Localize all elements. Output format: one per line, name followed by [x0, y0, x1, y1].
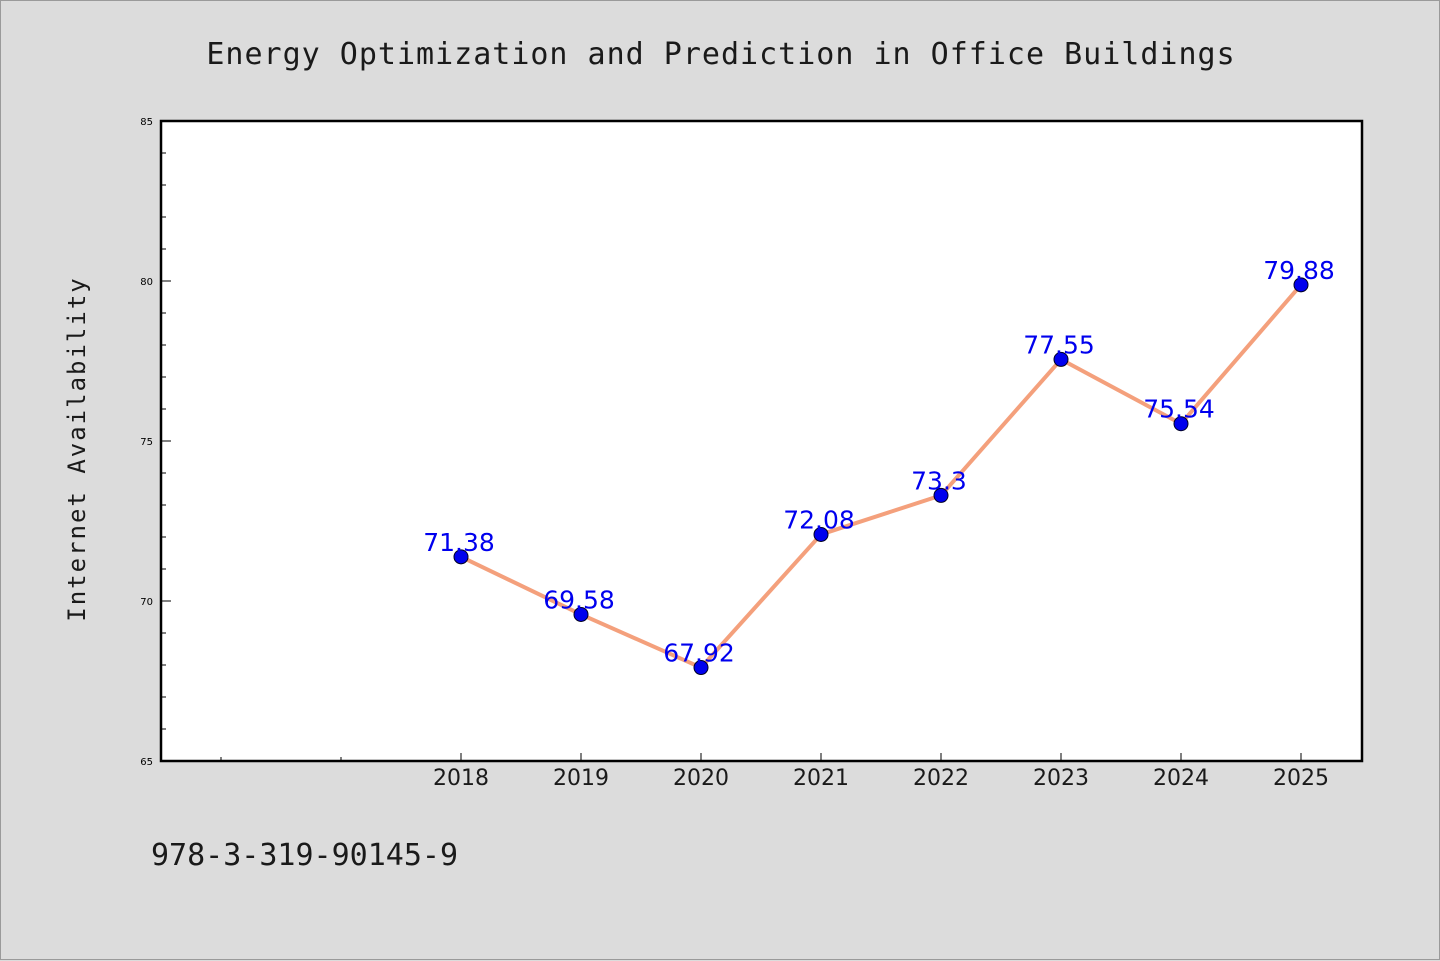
series-line	[459, 282, 1303, 670]
plot-area	[161, 121, 1362, 761]
data-label: 79.88	[1263, 256, 1335, 285]
data-point	[573, 606, 589, 622]
data-point	[693, 660, 709, 676]
data-point	[1293, 277, 1309, 293]
x-tick-label: 2018	[433, 766, 489, 791]
data-label: 67.92	[663, 639, 735, 668]
data-point	[1173, 416, 1189, 432]
y-axis-label: Internet Availability	[63, 276, 91, 621]
data-point	[453, 549, 469, 565]
x-tick-label: 2021	[793, 766, 849, 791]
y-tick-label: 65	[140, 757, 153, 768]
data-label: 72.08	[783, 505, 855, 534]
x-tick-label: 2022	[913, 766, 969, 791]
data-label-layer: 71.38 69.58 67.92 72.08 73.3 77.55 75.54 79.88	[423, 256, 1335, 668]
data-point	[813, 526, 829, 542]
data-label: 71.38	[423, 528, 495, 557]
x-tick-label: 2019	[553, 766, 609, 791]
x-tick-label: 2024	[1153, 766, 1209, 791]
isbn-footer: 978-3-319-90145-9	[151, 838, 458, 873]
x-axis: 2018 2019 2020 2021 2022 2023 2024 2025	[220, 753, 1329, 791]
y-tick-label: 75	[140, 437, 153, 448]
y-tick-label: 80	[140, 277, 153, 288]
chart-title: Energy Optimization and Prediction in Of…	[206, 37, 1235, 72]
data-point	[933, 487, 949, 503]
data-label: 77.55	[1023, 330, 1095, 359]
series-layer	[453, 277, 1309, 676]
y-tick-label: 85	[140, 117, 153, 128]
data-point	[1053, 351, 1069, 367]
x-tick-label: 2020	[673, 766, 729, 791]
plot-frame	[159, 119, 1364, 763]
data-label: 75.54	[1143, 395, 1215, 424]
x-tick-label: 2023	[1033, 766, 1089, 791]
y-tick-label: 70	[140, 597, 153, 608]
data-label: 69.58	[543, 585, 615, 614]
x-tick-label: 2025	[1273, 766, 1329, 791]
data-label: 73.3	[911, 466, 967, 495]
